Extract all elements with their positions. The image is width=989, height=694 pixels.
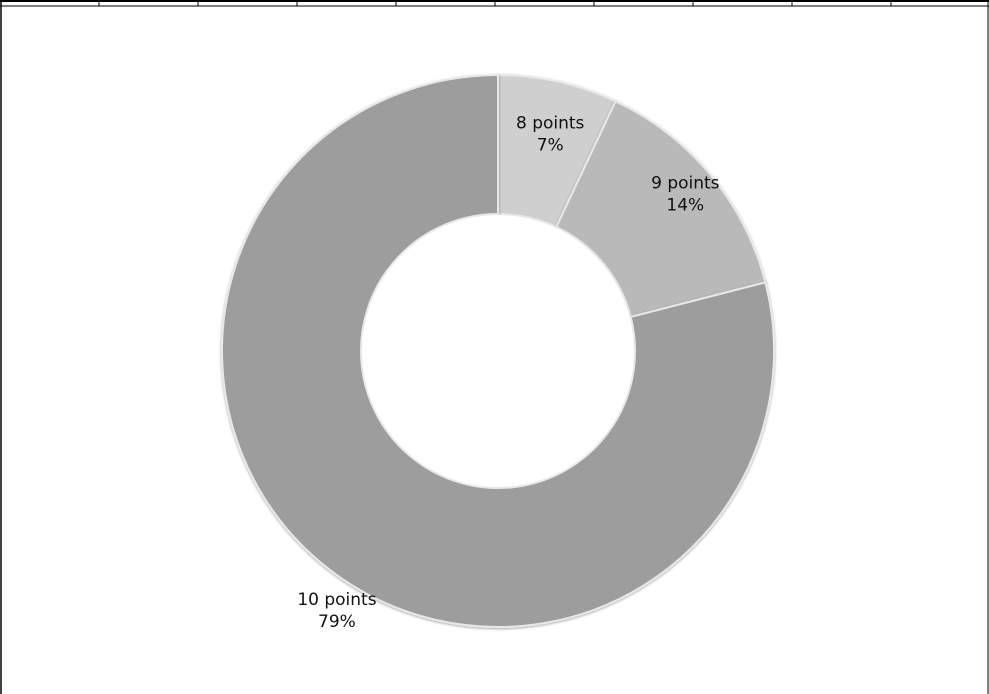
slice-percent-9-points: 14% bbox=[666, 195, 704, 215]
slices-group bbox=[221, 73, 775, 628]
slice-percent-8-points: 7% bbox=[537, 135, 564, 155]
slice-percent-10-points: 79% bbox=[318, 612, 356, 632]
slice-label-8-points: 8 points bbox=[516, 113, 585, 133]
slice-label-10-points: 10 points bbox=[297, 590, 376, 610]
donut-slice-10-points bbox=[221, 73, 775, 628]
donut-hole bbox=[362, 215, 634, 487]
slice-label-9-points: 9 points bbox=[651, 173, 720, 193]
donut-slice-9-points bbox=[555, 99, 767, 319]
